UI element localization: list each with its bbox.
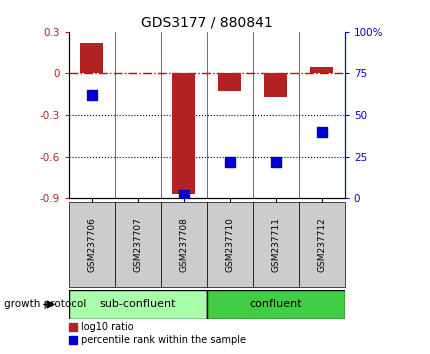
Text: GSM237708: GSM237708	[179, 217, 188, 272]
Text: GSM237711: GSM237711	[271, 217, 280, 272]
Bar	[80, 43, 103, 74]
Legend: log10 ratio, percentile rank within the sample: log10 ratio, percentile rank within the …	[65, 319, 249, 349]
Bar	[115, 202, 160, 287]
Bar	[206, 290, 344, 319]
Text: GDS3177 / 880841: GDS3177 / 880841	[141, 16, 272, 30]
Point	[272, 159, 279, 165]
Text: growth protocol: growth protocol	[4, 299, 86, 309]
Text: GSM237707: GSM237707	[133, 217, 142, 272]
Bar	[264, 74, 287, 97]
Bar	[298, 202, 344, 287]
Bar	[252, 202, 298, 287]
Text: GSM237710: GSM237710	[225, 217, 234, 272]
Bar	[160, 202, 206, 287]
Text: GSM237712: GSM237712	[316, 217, 326, 272]
Bar	[69, 202, 115, 287]
Point	[180, 192, 187, 198]
Text: confluent: confluent	[249, 299, 301, 309]
Text: GSM237706: GSM237706	[87, 217, 96, 272]
Point	[226, 159, 233, 165]
Bar	[206, 202, 252, 287]
Bar	[69, 290, 206, 319]
Text: sub-confluent: sub-confluent	[99, 299, 176, 309]
Bar	[218, 74, 241, 91]
Bar	[172, 74, 195, 194]
Bar	[310, 67, 332, 74]
Point	[88, 92, 95, 98]
Point	[318, 129, 325, 135]
